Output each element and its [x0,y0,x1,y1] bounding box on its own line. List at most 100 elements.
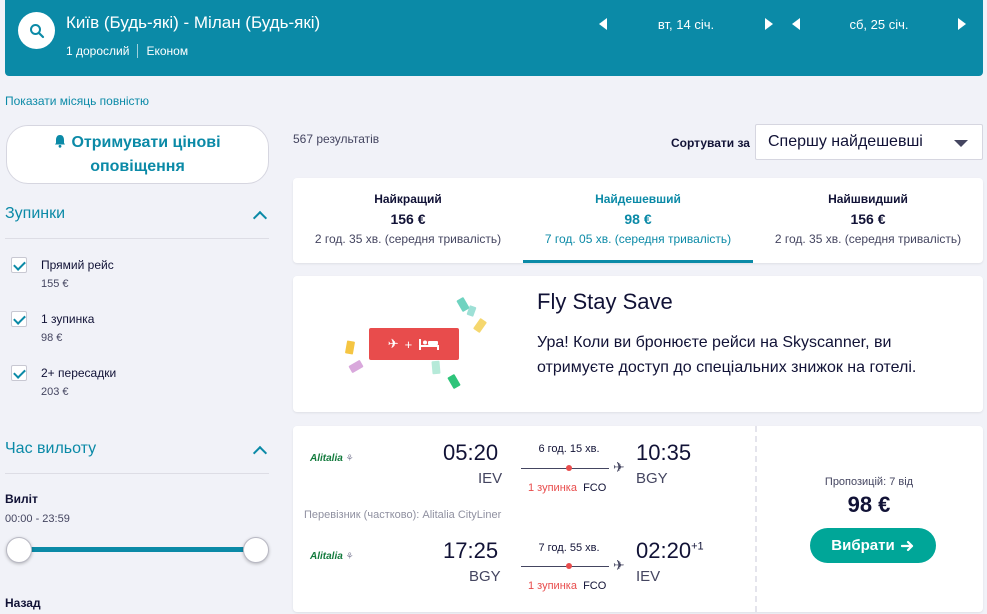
stop-option-label: Прямий рейс [41,258,114,272]
flight-price: 98 € [847,492,891,517]
stop-airport: FCO [583,482,607,494]
outbound-arrival-time: 10:35 [636,440,692,465]
depart-date-picker: вт, 14 січ. [599,14,773,34]
outbound-time-label: Виліт [5,492,38,506]
caret-down-icon [954,140,968,147]
confetti [344,340,356,355]
next-depart-date-icon[interactable] [765,18,773,30]
select-flight-button[interactable]: Вибрати [810,528,936,563]
promo-text: Ура! Коли ви бронюєте рейси на Skyscanne… [537,334,917,376]
airline-logo-icon: ⚘ [345,551,354,561]
tab-duration: 7 год. 05 хв. (середня тривалість) [544,232,732,246]
checkbox[interactable] [11,365,27,381]
tab-title: Найшвидший [828,192,908,206]
cabin-label: Економ [146,44,189,58]
tab-price: 156 € [850,211,886,227]
flight-result-card[interactable]: Alitalia ⚘ 05:20 IEV 6 год. 15 хв. ✈ 1 з… [293,426,983,612]
outbound-time-slider[interactable] [18,547,256,552]
airline-name: Alitalia [310,551,343,562]
return-time-label: Назад [5,596,41,610]
slider-handle-start[interactable] [6,537,32,563]
stops-filter-header[interactable]: Зупинки [5,205,269,239]
outbound-duration: 6 год. 15 хв. [538,443,600,455]
outbound-arrival-code: BGY [636,470,668,487]
inbound-stops: 1 зупинка FCO [528,580,606,592]
depart-date[interactable]: вт, 14 січ. [657,16,715,32]
prev-depart-date-icon[interactable] [599,18,607,30]
tab-duration: 2 год. 35 хв. (середня тривалість) [314,232,502,246]
promo-title: Fly Stay Save [537,289,673,314]
stops-count: 1 зупинка [528,482,577,494]
alitalia-logo: Alitalia ⚘ [310,453,354,464]
inbound-route-line [521,566,609,567]
arrow-right-icon [900,540,913,551]
confetti [348,359,364,374]
stop-option-price: 203 € [41,386,69,398]
search-icon [29,23,44,38]
outbound-time-range: 00:00 - 23:59 [5,513,70,525]
outbound-route-line [521,468,609,469]
passenger-summary[interactable]: 1 дорослий Економ [66,44,188,58]
search-button[interactable] [18,12,55,49]
results-count: 567 результатів [293,132,380,146]
inbound-departure-time: 17:25 [443,538,499,563]
flight-hotel-badge: ✈ + [369,328,459,360]
departure-time-filter-header[interactable]: Час вильоту [5,440,269,474]
slider-handle-end[interactable] [243,537,269,563]
divider [755,426,757,612]
sort-label: Сортувати за [671,136,750,150]
plus-sign: + [404,336,413,352]
stop-marker [566,465,572,471]
route-title[interactable]: Київ (Будь-які) - Мілан (Будь-які) [66,13,321,32]
plane-icon: ✈ [613,459,625,475]
outbound-stops: 1 зупинка FCO [528,482,606,494]
tab-price: 156 € [390,211,426,227]
search-summary-header: Київ (Будь-які) - Мілан (Будь-які) 1 дор… [5,0,983,76]
bed-icon [419,339,440,350]
offers-count: Пропозицій: 7 від [824,476,914,488]
tab-best[interactable]: Найкращий 156 € 2 год. 35 хв. (середня т… [293,178,523,263]
outbound-departure-time: 05:20 [443,440,499,465]
checkbox[interactable] [11,311,27,327]
sort-select[interactable]: Спершу найдешевші [755,124,983,160]
next-return-date-icon[interactable] [958,18,966,30]
stop-marker [566,563,572,569]
stop-airport: FCO [583,580,607,592]
price-alert-button[interactable]: Отримувати цінові оповіщення [6,125,269,184]
tab-fastest[interactable]: Найшвидший 156 € 2 год. 35 хв. (середня … [753,178,983,263]
chevron-up-icon [252,445,268,461]
carrier-note: Перевізник (частково): Alitalia CityLine… [304,509,502,521]
plane-icon: ✈ [613,557,625,573]
return-date[interactable]: сб, 25 січ. [849,16,909,32]
stop-option-price: 98 € [41,332,63,344]
price-alert-label: Отримувати цінові оповіщення [43,131,233,179]
alitalia-logo: Alitalia ⚘ [310,551,354,562]
stops-count: 1 зупинка [528,580,577,592]
tab-price: 98 € [624,211,652,227]
stops-filter-title: Зупинки [5,205,66,222]
sort-tabs: Найкращий 156 € 2 год. 35 хв. (середня т… [293,178,983,263]
airline-logo-icon: ⚘ [345,453,354,463]
sort-value: Спершу найдешевші [768,133,923,150]
return-date-picker: сб, 25 січ. [792,14,966,34]
show-full-month-link[interactable]: Показати місяць повністю [5,94,150,108]
stop-option-label: 1 зупинка [41,312,95,326]
confetti [431,360,441,375]
arrival-time-value: 02:20 [636,538,692,563]
confetti [447,373,461,390]
price-alert-text: Отримувати цінові оповіщення [71,133,221,175]
stop-option-label: 2+ пересадки [41,366,117,380]
departure-time-filter-title: Час вильоту [5,440,97,457]
inbound-duration: 7 год. 55 хв. [538,542,600,554]
outbound-departure-code: IEV [478,470,503,487]
inbound-arrival-code: IEV [636,568,661,585]
next-day-indicator: +1 [691,540,704,553]
inbound-departure-code: BGY [469,568,501,585]
tab-title: Найкращий [374,192,442,206]
prev-return-date-icon[interactable] [792,18,800,30]
confetti [466,305,477,317]
tab-title: Найдешевший [595,192,681,206]
checkbox[interactable] [11,257,27,273]
tab-cheapest[interactable]: Найдешевший 98 € 7 год. 05 хв. (середня … [523,178,753,263]
inbound-arrival-time: 02:20+1 [636,538,704,564]
